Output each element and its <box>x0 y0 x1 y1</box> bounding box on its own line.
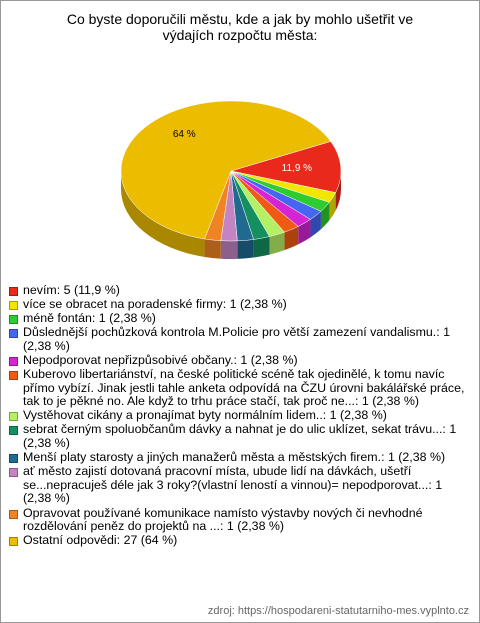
legend-label: Vystěhovat cikány a pronajímat byty norm… <box>23 408 387 423</box>
legend-label: více se obracet na poradenské firmy: 1 (… <box>23 297 287 312</box>
slice-label: 64 % <box>173 129 196 140</box>
slice-side <box>269 232 285 255</box>
slice-side <box>335 171 341 211</box>
slice-label: 11,9 % <box>282 163 312 174</box>
legend-item: sebrat černým spoluobčanům dávky a nahna… <box>9 423 471 450</box>
legend-swatch <box>9 468 18 478</box>
slice <box>230 141 342 193</box>
slice-side <box>320 202 330 230</box>
legend-swatch <box>9 412 18 422</box>
slice-side <box>253 236 270 258</box>
pie-area: 11,9 % 64 % <box>120 100 342 259</box>
legend-swatch <box>9 287 18 296</box>
slice-side <box>237 239 254 259</box>
legend-swatch <box>9 329 18 339</box>
legend-label: sebrat černým spoluobčanům dávky a nahna… <box>23 422 457 451</box>
legend-label: nevím: 5 (11,9 %) <box>23 283 120 297</box>
legend-label: Kuberovo libertariánství, na české polit… <box>23 367 465 409</box>
legend-swatch <box>9 537 18 547</box>
slice <box>120 100 332 240</box>
chart-title: Co byste doporučili městu, kde a jak by … <box>66 11 414 43</box>
legend-item: Ostatní odpovědi: 27 (64 %) <box>9 534 471 548</box>
legend-item: Důslednější pochůzková kontrola M.Polici… <box>9 325 471 353</box>
legend-swatch <box>9 454 18 464</box>
legend-item: Opravovat používané komunikace namísto v… <box>9 505 471 534</box>
legend-item: Kuberovo libertariánství, na české polit… <box>9 367 471 409</box>
legend-item: méně fontán: 1 (2,38 %) <box>9 312 471 326</box>
slice-side <box>121 171 205 257</box>
legend-swatch <box>9 356 18 366</box>
slice-side <box>298 219 311 245</box>
slice-side <box>284 226 299 251</box>
legend-label: Menší platy starosty a jiných manažerů m… <box>23 450 446 465</box>
source: zdroj: https://hospodareni-statutarniho-… <box>207 605 469 617</box>
legend: nevím: 5 (11,9 %) více se obracet na pora… <box>9 283 471 548</box>
legend-label: Nepodporovat nepřizpůsobivé občany.: 1 (… <box>23 352 298 367</box>
legend-label: ať město zajistí dotovaná pracovní místa… <box>23 464 443 506</box>
slice-side <box>329 192 336 221</box>
slice-side <box>204 238 221 259</box>
slice-side <box>220 240 238 259</box>
legend-item: Nepodporovat nepřizpůsobivé občany.: 1 (… <box>9 352 471 368</box>
legend-swatch <box>9 371 18 381</box>
legend-item: Vystěhovat cikány a pronajímat byty norm… <box>9 409 471 423</box>
legend-label: Důslednější pochůzková kontrola M.Polici… <box>23 325 450 353</box>
legend-swatch <box>9 315 18 325</box>
legend-label: Opravovat používané komunikace namísto v… <box>23 505 423 534</box>
legend-swatch <box>9 301 18 311</box>
legend-label: Ostatní odpovědi: 27 (64 %) <box>23 533 178 548</box>
legend-item: ať město zajistí dotovaná pracovní místa… <box>9 464 471 506</box>
legend-swatch <box>9 509 18 519</box>
legend-item: více se obracet na poradenské firmy: 1 (… <box>9 297 471 312</box>
legend-item: Menší platy starosty a jiných manažerů m… <box>9 451 471 465</box>
legend-swatch <box>9 426 18 436</box>
legend-item: nevím: 5 (11,9 %) <box>9 283 471 298</box>
legend-label: méně fontán: 1 (2,38 %) <box>23 311 156 326</box>
